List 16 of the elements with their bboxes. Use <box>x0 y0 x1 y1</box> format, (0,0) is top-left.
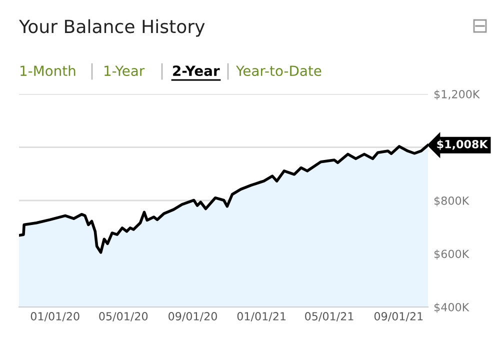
x-tick-label: 05/01/20 <box>99 312 148 322</box>
chart-title: Your Balance History <box>18 19 205 37</box>
text: 2-Year <box>173 66 220 76</box>
y-tick-label: $400K <box>434 302 470 313</box>
text: 1-Year <box>104 66 145 76</box>
text: 1-Month <box>20 65 76 76</box>
y-tick-label: $800K <box>434 196 470 206</box>
x-tick-label: 09/01/21 <box>374 312 423 322</box>
x-tick-label: 09/01/20 <box>168 312 217 322</box>
x-tick-label: 01/01/20 <box>30 312 80 322</box>
text: Year-to-Date <box>236 66 322 76</box>
x-tick-label: 01/01/21 <box>237 312 286 322</box>
annotation: $1,008K <box>437 140 488 150</box>
y-tick-label: $600K <box>434 250 470 260</box>
x-tick-label: 05/01/21 <box>305 312 354 322</box>
y-tick-label: $1,200K <box>434 90 480 100</box>
